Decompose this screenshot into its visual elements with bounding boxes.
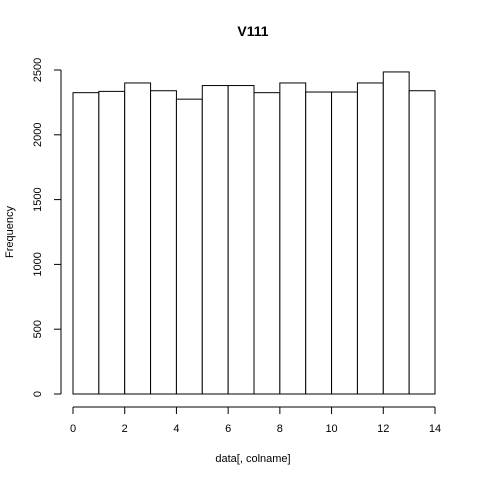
x-axis-label: data[, colname] — [215, 453, 290, 465]
bars-group — [72, 71, 436, 395]
x-tick-label: 10 — [325, 423, 337, 435]
x-tick-label: 14 — [429, 423, 441, 435]
histogram-bar — [201, 85, 229, 395]
y-tick-label: 0 — [32, 391, 44, 397]
y-tick-label: 2500 — [32, 58, 44, 82]
x-tick-label: 12 — [377, 423, 389, 435]
x-tick-label: 2 — [122, 423, 128, 435]
histogram-bar — [72, 92, 100, 395]
histogram-bar — [356, 82, 384, 395]
histogram-bar — [382, 71, 410, 395]
y-tick-label: 1000 — [32, 252, 44, 276]
histogram-bar — [408, 90, 436, 395]
y-axis-label: Frequency — [4, 206, 16, 258]
histogram-bar — [279, 82, 307, 395]
histogram-bar — [150, 90, 177, 395]
x-tick-label: 0 — [70, 423, 76, 435]
x-tick-label: 4 — [173, 423, 179, 435]
histogram-bar — [175, 98, 203, 395]
histogram-bar — [227, 85, 255, 395]
histogram-bar — [253, 92, 281, 395]
x-tick-label: 8 — [277, 423, 283, 435]
histogram-bar — [98, 90, 126, 395]
histogram-bar — [305, 91, 333, 395]
y-tick-label: 2000 — [32, 123, 44, 147]
histogram-bar — [331, 91, 358, 395]
x-axis: 0 2 4 6 8 10 12 14 — [70, 406, 441, 435]
x-tick-label: 6 — [225, 423, 231, 435]
y-tick-label: 1500 — [32, 187, 44, 211]
y-axis: 0 500 1000 1500 2000 2500 — [32, 58, 62, 397]
chart-title: V111 — [237, 23, 268, 39]
histogram-bar — [124, 82, 152, 395]
y-tick-label: 500 — [32, 320, 44, 338]
